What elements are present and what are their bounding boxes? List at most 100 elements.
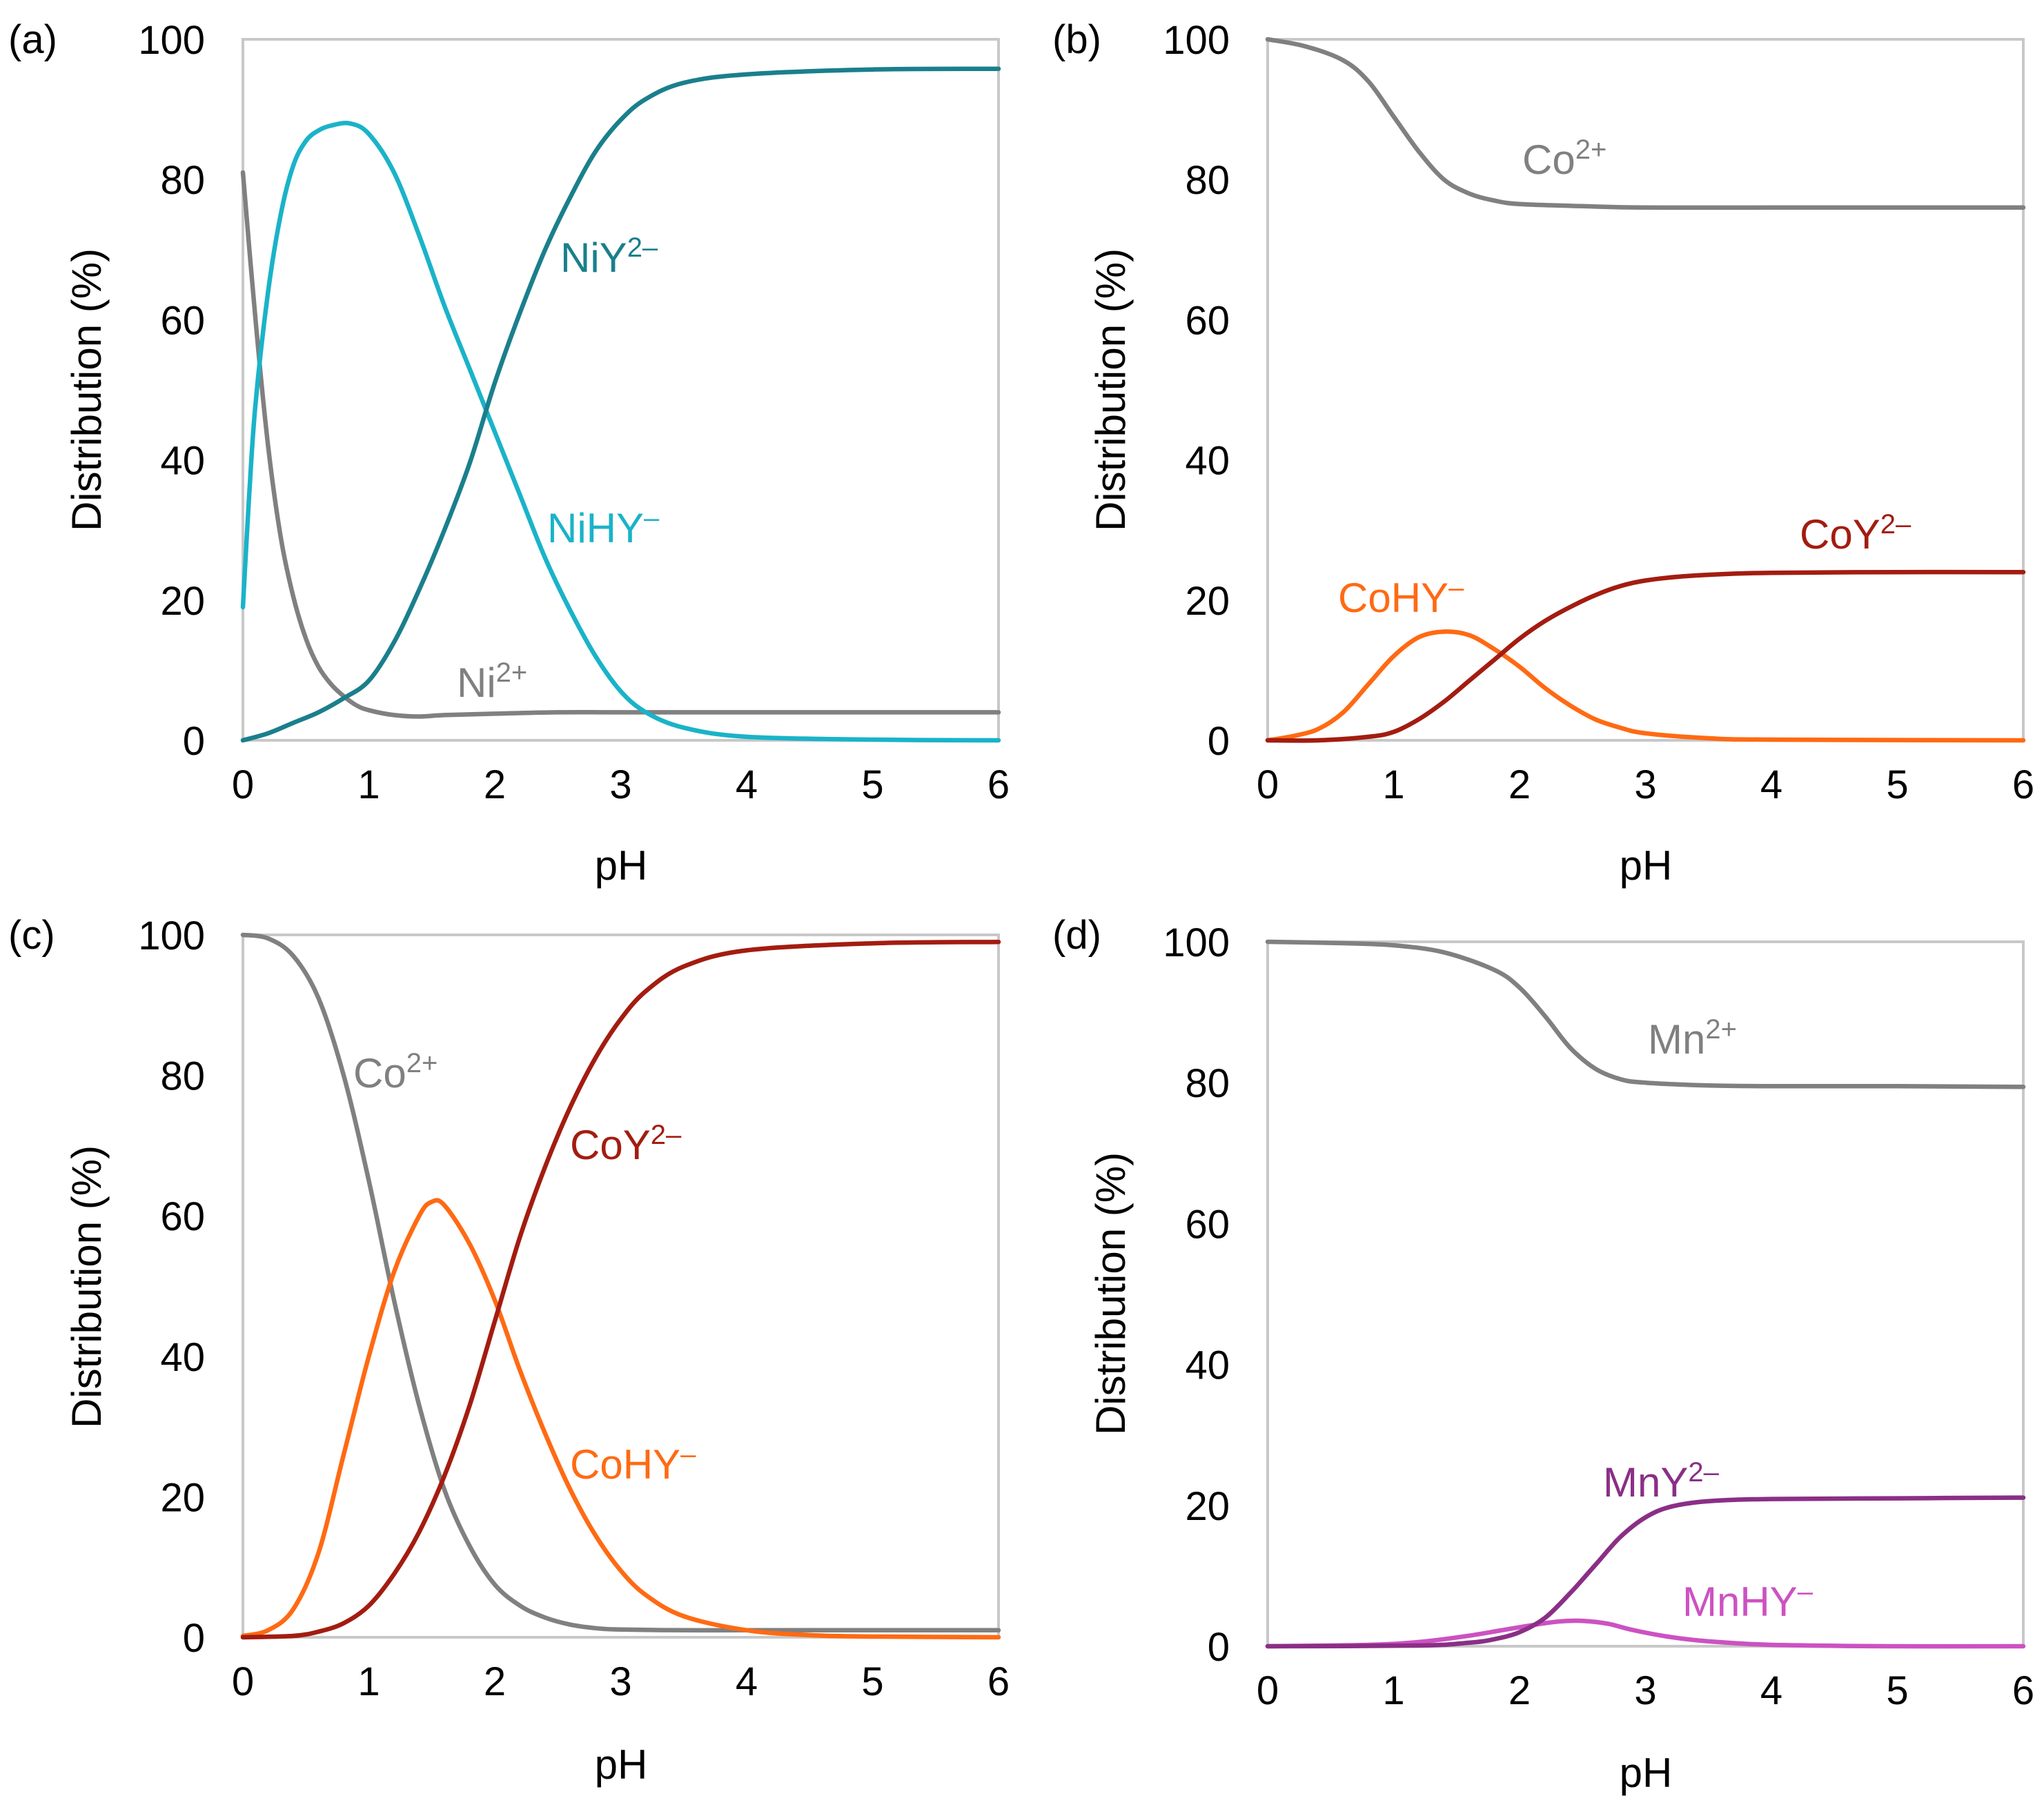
panel-d-y-tick-60: 60 <box>1185 1202 1230 1247</box>
panel-a-x-tick-0: 0 <box>232 762 254 807</box>
panel-a: (a) 0 20 40 60 80 100 0 1 2 3 4 5 6 pH Distribution… <box>8 17 1010 889</box>
panel-c-x-tick-5: 5 <box>861 1659 883 1704</box>
panel-c-label-co: Co2+ <box>353 1048 438 1096</box>
panel-b-x-tick-6: 6 <box>2012 762 2034 807</box>
panel-b-x-tick-4: 4 <box>1760 762 1782 807</box>
panel-a-label-nihy: NiHY– <box>547 503 660 551</box>
panel-d-label-mny: MnY2– <box>1603 1457 1720 1505</box>
panel-c-y-tick-100: 100 <box>138 914 205 958</box>
panel-a-x-tick-3: 3 <box>609 762 631 807</box>
panel-d-y-tick-40: 40 <box>1185 1343 1230 1388</box>
panel-b-x-axis-title: pH <box>1620 842 1673 889</box>
panel-d-y-tick-80: 80 <box>1185 1061 1230 1106</box>
panel-d-series-mny-line <box>1265 1495 2026 1649</box>
panel-a-series-ni-line <box>240 170 1001 719</box>
panel-c-y-tick-80: 80 <box>160 1054 205 1099</box>
panel-b-label-coy: CoY2– <box>1800 509 1912 557</box>
panel-c-series-coy-line <box>240 939 1001 1640</box>
panel-b-y-tick-40: 40 <box>1185 439 1230 484</box>
panel-c-y-ticks: 0 20 40 60 80 100 <box>138 914 205 1661</box>
panel-a-label-ni: Ni2+ <box>457 658 527 706</box>
panel-a-y-tick-60: 60 <box>160 298 205 343</box>
panel-c-y-tick-0: 0 <box>183 1616 205 1661</box>
panel-b-label: (b) <box>1052 17 1101 62</box>
panel-d-x-tick-5: 5 <box>1886 1668 1908 1713</box>
panel-a-plot-frame <box>242 38 1000 742</box>
panel-a-y-tick-20: 20 <box>160 579 205 624</box>
panel-d-plot-frame <box>1266 940 2025 1648</box>
panel-b-x-tick-2: 2 <box>1509 762 1531 807</box>
panel-a-label: (a) <box>8 17 57 62</box>
panel-c-label: (c) <box>8 913 55 958</box>
panel-d-y-axis-title: Distribution (%) <box>1088 1152 1134 1435</box>
panel-c-y-tick-20: 20 <box>160 1475 205 1520</box>
panel-c-x-tick-2: 2 <box>484 1659 506 1704</box>
panel-b-label-co: Co2+ <box>1522 135 1606 183</box>
panel-a-y-tick-100: 100 <box>138 18 205 63</box>
panel-d-x-axis-title: pH <box>1620 1750 1673 1796</box>
panel-c-curves <box>240 932 1001 1640</box>
panel-a-x-tick-1: 1 <box>357 762 380 807</box>
panel-c-x-tick-1: 1 <box>357 1659 380 1704</box>
panel-b-label-cohy: CoHY– <box>1338 573 1464 621</box>
panel-c: (c) 0 20 40 60 80 100 0 1 2 3 4 5 6 pH Distribution… <box>8 913 1010 1788</box>
panel-b-x-ticks: 0 1 2 3 4 5 6 <box>1257 762 2034 807</box>
panel-b-y-tick-80: 80 <box>1185 158 1230 203</box>
panel-c-x-ticks: 0 1 2 3 4 5 6 <box>232 1659 1010 1704</box>
panel-a-x-tick-5: 5 <box>861 762 883 807</box>
panel-b-y-tick-0: 0 <box>1208 719 1230 764</box>
panel-b: (b) 0 20 40 60 80 100 0 1 2 3 4 5 6 pH Distribution… <box>1052 17 2034 889</box>
panel-a-y-tick-0: 0 <box>183 719 205 764</box>
panel-d-y-ticks: 0 20 40 60 80 100 <box>1163 920 1230 1670</box>
panel-a-series-nihy-line <box>240 121 1001 743</box>
panel-d-x-tick-0: 0 <box>1257 1668 1279 1713</box>
panel-b-y-ticks: 0 20 40 60 80 100 <box>1163 18 1230 764</box>
panel-b-series-co-line <box>1265 37 2026 210</box>
panel-c-plot-frame <box>242 934 1000 1639</box>
panel-a-y-axis-title: Distribution (%) <box>63 248 110 531</box>
panel-c-x-tick-0: 0 <box>232 1659 254 1704</box>
panel-d-curves <box>1265 939 2026 1649</box>
panel-c-label-cohy: CoHY– <box>570 1439 696 1488</box>
panel-d-x-tick-4: 4 <box>1760 1668 1782 1713</box>
panel-c-y-axis-title: Distribution (%) <box>63 1145 110 1428</box>
panel-d: (d) 0 20 40 60 80 100 0 1 2 3 4 5 6 pH Distribution… <box>1052 913 2034 1796</box>
panel-b-x-tick-5: 5 <box>1886 762 1908 807</box>
panel-d-y-tick-20: 20 <box>1185 1484 1230 1529</box>
panel-b-x-tick-0: 0 <box>1257 762 1279 807</box>
panel-d-label-mn: Mn2+ <box>1648 1014 1737 1063</box>
panel-d-x-tick-2: 2 <box>1509 1668 1531 1713</box>
panel-d-series-mn-line <box>1265 939 2026 1089</box>
panel-c-x-tick-6: 6 <box>987 1659 1010 1704</box>
panel-b-curves <box>1265 37 2026 743</box>
panel-a-y-tick-40: 40 <box>160 439 205 484</box>
panel-b-plot-frame <box>1266 38 2025 742</box>
panel-a-series-niy-line <box>240 66 1001 743</box>
panel-b-y-tick-100: 100 <box>1163 18 1230 63</box>
panel-d-x-ticks: 0 1 2 3 4 5 6 <box>1257 1668 2034 1713</box>
panel-d-label: (d) <box>1052 913 1101 958</box>
panel-b-x-tick-1: 1 <box>1382 762 1404 807</box>
panel-b-y-tick-20: 20 <box>1185 579 1230 624</box>
panel-c-label-coy: CoY2– <box>570 1120 682 1168</box>
panel-c-x-tick-3: 3 <box>609 1659 631 1704</box>
panel-a-x-tick-2: 2 <box>484 762 506 807</box>
panel-b-series-cohy-line <box>1265 629 2026 743</box>
panel-c-x-tick-4: 4 <box>736 1659 758 1704</box>
panel-d-series-mnhy-line <box>1265 1618 2026 1649</box>
panel-a-x-tick-4: 4 <box>736 762 758 807</box>
panel-a-y-ticks: 0 20 40 60 80 100 <box>138 18 205 764</box>
panel-b-y-axis-title: Distribution (%) <box>1088 248 1134 531</box>
panel-a-x-axis-title: pH <box>595 842 648 889</box>
panel-c-series-cohy-line <box>240 1198 1001 1640</box>
panel-d-label-mnhy: MnHY– <box>1682 1577 1814 1625</box>
panel-d-x-tick-1: 1 <box>1382 1668 1404 1713</box>
panel-d-x-tick-6: 6 <box>2012 1668 2034 1713</box>
panel-c-y-tick-40: 40 <box>160 1335 205 1380</box>
panel-d-y-tick-0: 0 <box>1208 1625 1230 1670</box>
panel-c-series-co-line <box>240 932 1001 1633</box>
panel-d-x-tick-3: 3 <box>1634 1668 1656 1713</box>
panel-c-x-axis-title: pH <box>595 1741 648 1788</box>
panel-b-x-tick-3: 3 <box>1634 762 1656 807</box>
